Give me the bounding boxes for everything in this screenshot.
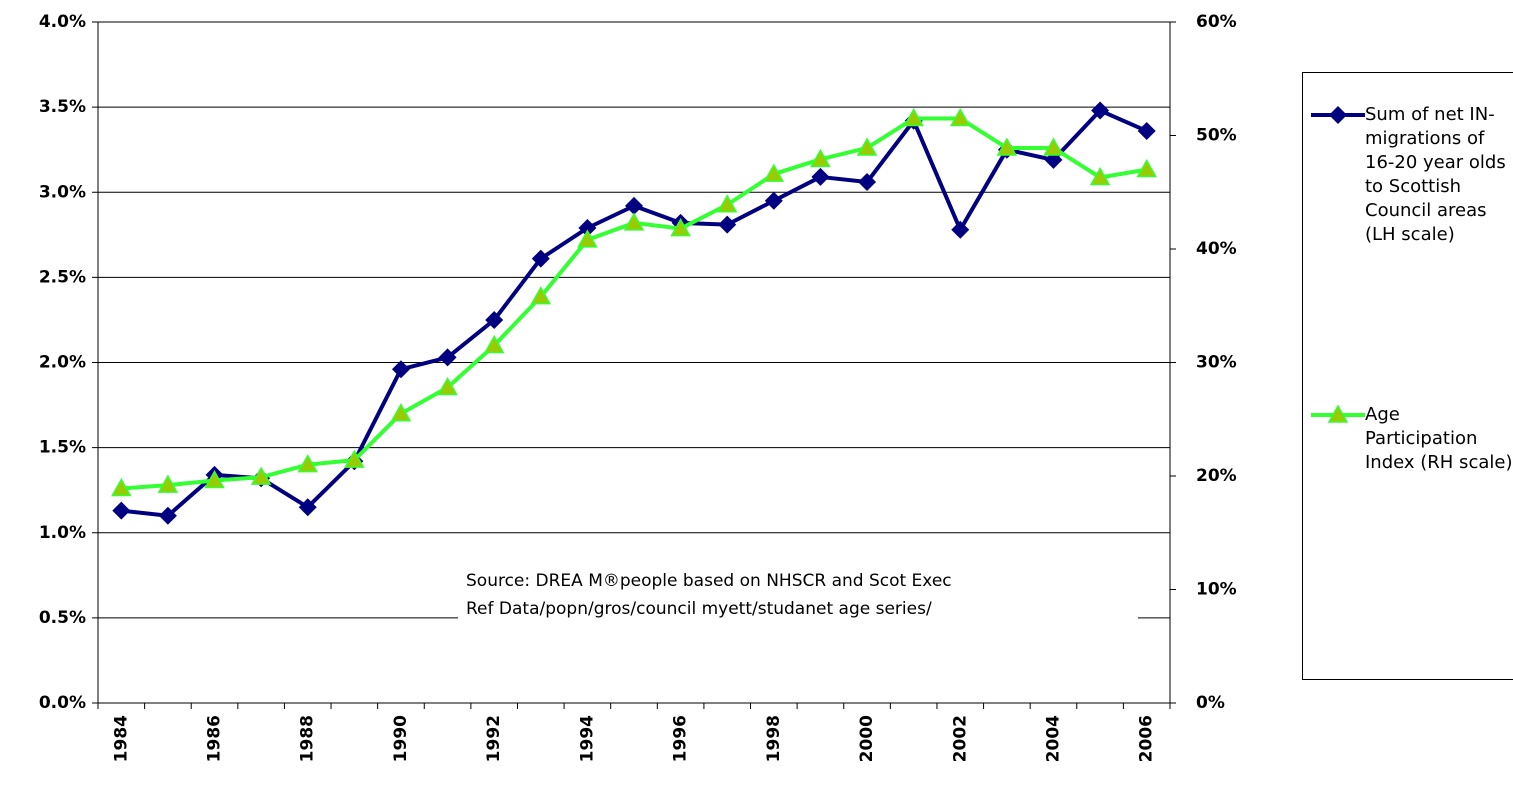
y2-tick-label: 10% <box>1196 580 1237 600</box>
marker <box>578 219 597 238</box>
annotation: Source: DREA M®people based on NHSCR and… <box>458 565 1138 627</box>
y-tick-label: 3.0% <box>39 182 86 202</box>
y2-tick-label: 30% <box>1196 353 1237 373</box>
y-tick-label: 4.0% <box>39 12 86 32</box>
annotation-line: Source: DREA M®people based on NHSCR and… <box>466 571 952 591</box>
marker <box>670 218 691 237</box>
y2-tick-label: 40% <box>1196 239 1237 259</box>
series-line <box>121 108 1148 518</box>
legend-label: Sum of net IN-migrations of 16-20 year o… <box>1365 104 1506 245</box>
marker <box>951 220 970 239</box>
series <box>112 101 1156 525</box>
marker <box>1091 101 1110 120</box>
y-tick-label: 3.5% <box>39 97 86 117</box>
marker <box>297 454 319 473</box>
marker <box>391 360 410 379</box>
marker <box>623 212 645 231</box>
y-tick-label: 1.5% <box>39 438 86 458</box>
marker <box>344 449 365 468</box>
marker <box>577 229 598 248</box>
x-tick-label: 1992 <box>484 715 504 762</box>
x-tick-label: 2004 <box>1043 715 1063 762</box>
y-tick-label: 0.0% <box>39 693 86 713</box>
marker <box>764 191 783 210</box>
marker <box>763 163 785 182</box>
x-tick-label: 1990 <box>391 715 411 762</box>
marker <box>250 466 272 485</box>
x-tick-label: 1986 <box>205 715 225 762</box>
marker <box>1327 404 1349 423</box>
legend-symbol <box>1311 404 1365 423</box>
marker <box>996 137 1018 156</box>
marker <box>811 167 830 186</box>
marker <box>437 376 458 396</box>
y-tick-label: 1.0% <box>39 523 86 543</box>
marker <box>858 173 877 192</box>
marker <box>530 286 552 305</box>
annotation-bg <box>458 565 1138 627</box>
x-tick-label: 1994 <box>577 715 597 762</box>
x-tick-label: 1998 <box>764 715 784 762</box>
y2-tick-label: 0% <box>1196 693 1225 713</box>
marker <box>204 470 225 489</box>
marker <box>1137 121 1156 140</box>
x-tick-label: 2000 <box>857 715 877 762</box>
x-tick-label: 1988 <box>298 715 318 762</box>
x-tick-label: 1996 <box>671 715 691 762</box>
series <box>111 107 1157 497</box>
x-tick-label: 2002 <box>950 715 970 762</box>
marker <box>485 310 504 329</box>
marker <box>949 107 971 127</box>
marker <box>111 477 132 497</box>
marker <box>1329 106 1347 124</box>
annotation-line: Ref Data/popn/gros/council myett/studane… <box>466 599 932 619</box>
marker <box>856 137 878 156</box>
marker <box>810 148 831 168</box>
y-tick-label: 0.5% <box>39 608 86 628</box>
x-tick-label: 1984 <box>111 715 131 762</box>
marker <box>390 403 412 422</box>
marker <box>716 194 738 213</box>
marker <box>718 215 737 234</box>
marker <box>298 498 317 517</box>
marker <box>1089 166 1111 186</box>
y2-tick-label: 60% <box>1196 12 1237 32</box>
marker <box>483 334 505 354</box>
marker <box>158 506 177 525</box>
marker <box>1043 137 1064 156</box>
marker <box>112 501 131 520</box>
legend: Sum of net IN-migrations of 16-20 year o… <box>1302 72 1513 680</box>
legend-symbol <box>1311 106 1365 124</box>
marker <box>625 196 643 215</box>
y2-tick-label: 20% <box>1196 466 1237 486</box>
legend-label: Age Participation Index (RH scale) <box>1365 404 1513 473</box>
y-tick-label: 2.0% <box>39 353 86 373</box>
marker <box>438 348 457 367</box>
y2-tick-label: 50% <box>1196 126 1237 146</box>
marker <box>903 107 924 127</box>
marker <box>157 474 179 493</box>
y-tick-label: 2.5% <box>39 267 86 287</box>
x-tick-label: 2006 <box>1137 715 1157 762</box>
marker <box>531 249 550 268</box>
marker <box>1136 159 1157 178</box>
